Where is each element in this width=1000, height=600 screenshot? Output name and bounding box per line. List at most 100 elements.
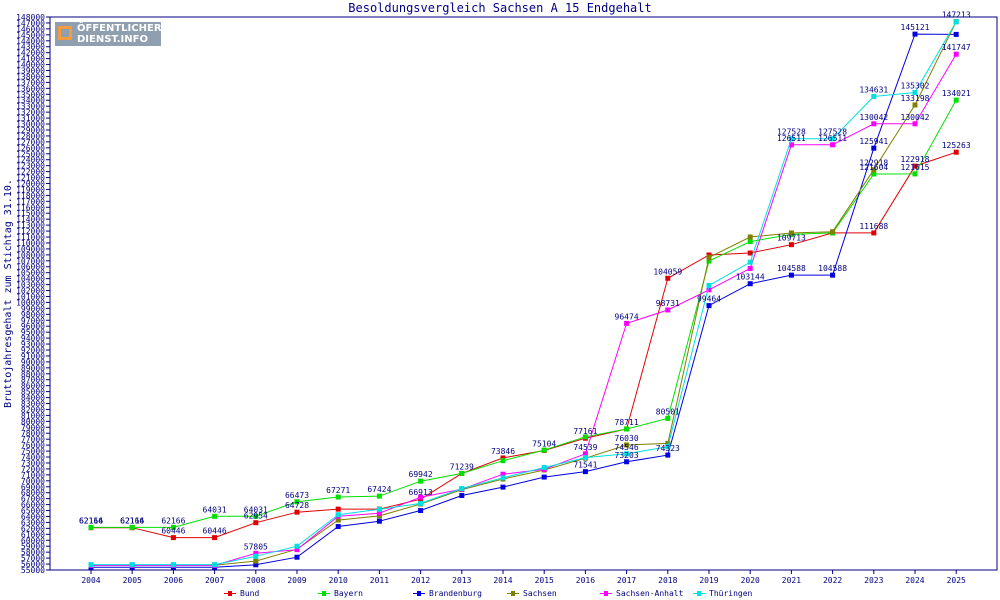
- data-point: [418, 500, 424, 506]
- x-tick-label: 2013: [452, 576, 471, 585]
- y-tick-label: 65000: [21, 507, 45, 516]
- y-tick-label: 130000: [16, 120, 45, 129]
- y-tick-label: 108000: [16, 251, 45, 260]
- data-point: [376, 506, 382, 512]
- data-point: [418, 508, 424, 514]
- data-point: [830, 142, 836, 148]
- y-tick-label: 100000: [16, 298, 45, 307]
- y-tick-label: 111000: [16, 233, 45, 242]
- data-point: [747, 234, 753, 240]
- y-tick-label: 123000: [16, 162, 45, 171]
- data-label: 62114: [120, 517, 144, 526]
- legend-marker-icon: [604, 591, 608, 596]
- data-label: 60446: [203, 527, 227, 536]
- data-point: [500, 475, 506, 481]
- data-point: [582, 455, 588, 461]
- y-tick-label: 82000: [21, 405, 45, 414]
- data-point: [788, 272, 794, 278]
- y-tick-label: 102000: [16, 287, 45, 296]
- data-point: [418, 478, 424, 484]
- y-tick-label: 74000: [21, 453, 45, 462]
- data-point: [953, 51, 959, 57]
- data-point: [830, 229, 836, 235]
- data-label: 74539: [573, 443, 597, 452]
- x-tick-label: 2017: [617, 576, 636, 585]
- y-tick-label: 77000: [21, 435, 45, 444]
- y-tick-label: 145000: [16, 31, 45, 40]
- data-label: 127528: [777, 128, 806, 137]
- data-point: [294, 554, 300, 560]
- x-tick-label: 2016: [576, 576, 595, 585]
- legend-label: Bayern: [334, 589, 363, 598]
- y-tick-label: 64000: [21, 512, 45, 521]
- x-tick-label: 2010: [329, 576, 348, 585]
- logo-text-line1: ÖFFENTLICHER: [77, 23, 162, 34]
- y-tick-label: 62000: [21, 524, 45, 533]
- plot-frame: [49, 16, 998, 571]
- data-point: [129, 524, 135, 530]
- legend-marker-icon: [228, 591, 232, 596]
- data-label: 71541: [573, 461, 597, 470]
- data-label: 145121: [901, 23, 930, 32]
- data-point: [912, 90, 918, 96]
- data-point: [212, 535, 218, 541]
- data-point: [541, 464, 547, 470]
- data-label: 96474: [615, 312, 639, 321]
- data-point: [624, 451, 630, 457]
- data-label: 125263: [942, 141, 971, 150]
- data-point: [747, 250, 753, 256]
- legend-marker-icon: [511, 591, 515, 596]
- y-tick-label: 133000: [16, 102, 45, 111]
- data-label: 122918: [901, 155, 930, 164]
- y-tick-label: 116000: [16, 203, 45, 212]
- y-tick-label: 80000: [21, 417, 45, 426]
- data-point: [88, 562, 94, 568]
- y-tick-label: 138000: [16, 72, 45, 81]
- y-tick-label: 105000: [16, 269, 45, 278]
- data-point: [212, 513, 218, 519]
- data-point: [294, 499, 300, 505]
- data-label: 73203: [615, 451, 639, 460]
- y-tick-label: 98000: [21, 310, 45, 319]
- data-label: 127528: [818, 128, 847, 137]
- y-tick-label: 146000: [16, 25, 45, 34]
- data-point: [500, 455, 506, 461]
- y-tick-label: 85000: [21, 388, 45, 397]
- data-label: 77161: [573, 427, 597, 436]
- x-tick-label: 2019: [699, 576, 718, 585]
- data-label: 62166: [161, 516, 185, 525]
- y-tick-label: 134000: [16, 96, 45, 105]
- data-point: [253, 562, 259, 568]
- data-label: 130042: [901, 113, 930, 122]
- series-line: [91, 53, 957, 566]
- data-label: 67271: [326, 486, 350, 495]
- data-point: [582, 451, 588, 457]
- y-tick-label: 141000: [16, 55, 45, 64]
- y-tick-label: 118000: [16, 191, 45, 200]
- y-tick-label: 68000: [21, 489, 45, 498]
- data-label: 75104: [532, 439, 556, 448]
- data-label: 134631: [859, 85, 888, 94]
- y-tick-label: 61000: [21, 530, 45, 539]
- data-label: 74323: [656, 444, 680, 453]
- data-label: 78711: [615, 418, 639, 427]
- y-tick-label: 109000: [16, 245, 45, 254]
- data-label: 64728: [285, 501, 309, 510]
- y-tick-label: 76000: [21, 441, 45, 450]
- x-tick-label: 2023: [864, 576, 883, 585]
- data-label: 67424: [367, 485, 391, 494]
- data-point: [541, 447, 547, 453]
- data-label: 74546: [615, 443, 639, 452]
- y-tick-label: 88000: [21, 370, 45, 379]
- y-tick-label: 57000: [21, 554, 45, 563]
- data-point: [170, 535, 176, 541]
- data-point: [253, 520, 259, 526]
- data-point: [376, 513, 382, 519]
- y-tick-label: 122000: [16, 168, 45, 177]
- y-tick-label: 97000: [21, 316, 45, 325]
- data-point: [912, 31, 918, 37]
- y-tick-label: 120000: [16, 179, 45, 188]
- y-tick-label: 84000: [21, 394, 45, 403]
